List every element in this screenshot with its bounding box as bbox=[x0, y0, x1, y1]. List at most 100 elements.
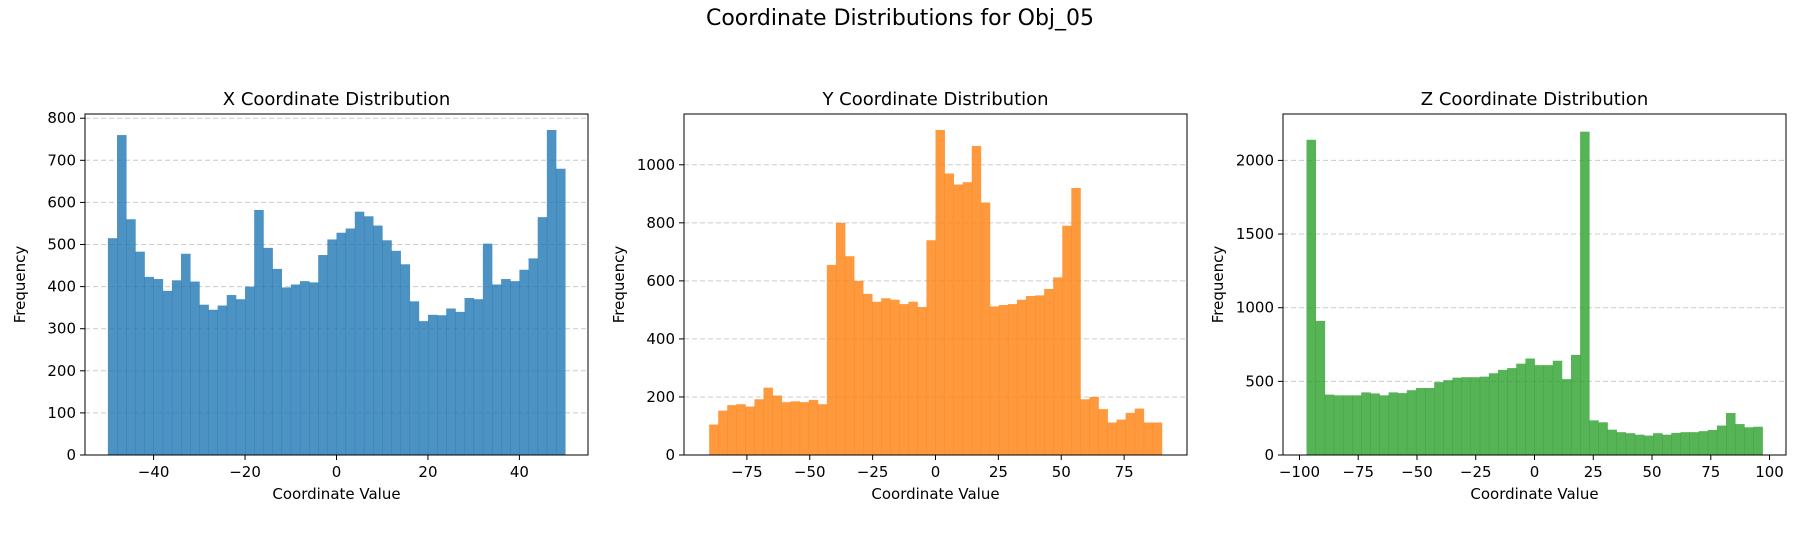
y-histogram-bar bbox=[854, 280, 864, 455]
x-histogram-bar bbox=[427, 314, 438, 455]
z-histogram-bar bbox=[1361, 392, 1371, 455]
y-histogram-bar bbox=[1035, 295, 1045, 455]
y-x-axis-label: Coordinate Value bbox=[871, 485, 999, 503]
x-x-tick-label: 20 bbox=[418, 463, 437, 481]
z-histogram-bar bbox=[1352, 395, 1362, 455]
z-histogram-bar bbox=[1643, 435, 1654, 455]
z-x-axis-label: Coordinate Value bbox=[1470, 485, 1598, 503]
y-histogram-bar bbox=[709, 424, 719, 455]
y-x-tick-label: 0 bbox=[931, 463, 941, 481]
x-y-tick-label: 700 bbox=[47, 151, 76, 169]
z-x-tick-label: −100 bbox=[1279, 463, 1320, 481]
z-histogram-bar bbox=[1689, 432, 1700, 455]
z-histogram-bar bbox=[1425, 387, 1435, 455]
x-x-tick-label: −40 bbox=[138, 463, 170, 481]
x-histogram-bar bbox=[254, 209, 264, 455]
x-y-tick-label: 100 bbox=[47, 404, 76, 422]
x-histogram-bar bbox=[363, 216, 374, 455]
y-histogram-bar bbox=[962, 182, 973, 455]
y-histogram-bar bbox=[872, 301, 882, 455]
y-y-tick-label: 400 bbox=[646, 330, 675, 348]
z-histogram-bar bbox=[1589, 420, 1599, 455]
y-y-tick-label: 0 bbox=[665, 446, 675, 464]
x-subplot-title: X Coordinate Distribution bbox=[223, 89, 450, 110]
z-x-tick-label: −50 bbox=[1401, 463, 1433, 481]
z-histogram-bars bbox=[1306, 131, 1763, 456]
y-y-tick-label: 800 bbox=[646, 214, 675, 232]
x-histogram-bar bbox=[437, 315, 447, 455]
z-histogram-bar bbox=[1552, 360, 1563, 455]
z-histogram-bar bbox=[1306, 139, 1317, 456]
z-histogram-bar bbox=[1662, 434, 1672, 455]
x-histogram-bar bbox=[199, 304, 209, 455]
x-histogram-bar bbox=[555, 168, 566, 455]
z-x-tick-label: 0 bbox=[1530, 463, 1540, 481]
z-histogram-bar bbox=[1415, 387, 1426, 455]
z-histogram-bar bbox=[1570, 354, 1581, 455]
z-histogram-bar bbox=[1324, 394, 1335, 455]
x-histogram-bar bbox=[263, 247, 273, 455]
x-histogram-bar bbox=[336, 232, 347, 455]
x-histogram-bar bbox=[235, 299, 246, 455]
y-histogram-bar bbox=[817, 404, 828, 455]
y-histogram-bar bbox=[944, 173, 955, 455]
x-histogram-bar bbox=[309, 282, 319, 455]
x-histogram-bar bbox=[290, 284, 301, 455]
z-histogram-bar bbox=[1479, 376, 1490, 455]
y-histogram-bar bbox=[953, 184, 964, 455]
x-histogram-bar bbox=[162, 290, 173, 455]
y-coordinate-panel: −75 −50 −25 0 25 50 75 0 200 400 600 800 1000 Y Coo… bbox=[610, 89, 1188, 503]
y-histogram-bar bbox=[790, 401, 801, 455]
z-x-tick-label: 25 bbox=[1584, 463, 1603, 481]
z-histogram-bar bbox=[1388, 392, 1399, 455]
y-histogram-bar bbox=[727, 405, 737, 455]
figure-title: Coordinate Distributions for Obj_05 bbox=[705, 6, 1095, 31]
z-histogram-bar bbox=[1598, 422, 1608, 455]
y-histogram-bar bbox=[1026, 295, 1036, 455]
x-histogram-bar bbox=[208, 309, 219, 455]
z-histogram-bar bbox=[1461, 377, 1472, 455]
x-histogram-bar bbox=[510, 281, 520, 455]
z-grid-lines bbox=[1283, 159, 1786, 382]
z-histogram-bar bbox=[1333, 395, 1344, 455]
y-y-tick-label: 1000 bbox=[637, 156, 675, 174]
x-histogram-bars bbox=[107, 129, 566, 455]
z-x-tick-label: 100 bbox=[1755, 463, 1784, 481]
x-histogram-bar bbox=[171, 280, 182, 455]
y-histogram-bar bbox=[1062, 225, 1072, 455]
x-histogram-bar bbox=[482, 243, 493, 455]
z-histogram-bar bbox=[1370, 393, 1380, 455]
x-histogram-bar bbox=[217, 305, 228, 455]
x-histogram-bar bbox=[501, 279, 511, 455]
x-histogram-bar bbox=[455, 311, 465, 455]
y-histogram-bar bbox=[1125, 412, 1136, 455]
z-histogram-bar bbox=[1607, 429, 1617, 455]
z-histogram-bar bbox=[1561, 379, 1572, 455]
y-histogram-bar bbox=[781, 402, 792, 455]
y-y-axis-ticks: 0 200 400 600 800 1000 bbox=[637, 156, 684, 464]
z-histogram-bar bbox=[1580, 131, 1590, 455]
x-histogram-bar bbox=[181, 253, 191, 455]
x-histogram-bar bbox=[318, 255, 328, 455]
z-histogram-bar bbox=[1534, 365, 1545, 455]
y-histogram-bar bbox=[745, 406, 755, 455]
z-histogram-bar bbox=[1716, 425, 1727, 455]
y-x-tick-label: 25 bbox=[989, 463, 1008, 481]
z-histogram-bar bbox=[1516, 363, 1526, 455]
x-histogram-bar bbox=[190, 281, 200, 455]
x-histogram-bar bbox=[226, 295, 237, 455]
x-histogram-bar bbox=[409, 301, 420, 455]
y-histogram-bar bbox=[1053, 277, 1063, 455]
x-histogram-bar bbox=[528, 258, 539, 455]
y-histogram-bar bbox=[908, 301, 918, 455]
x-y-tick-label: 600 bbox=[47, 193, 76, 211]
y-histogram-bar bbox=[1007, 304, 1018, 455]
y-histogram-bar bbox=[844, 256, 855, 455]
z-x-tick-label: −75 bbox=[1342, 463, 1374, 481]
x-histogram-bar bbox=[126, 219, 136, 455]
x-histogram-bar bbox=[272, 268, 283, 455]
x-y-tick-label: 500 bbox=[47, 236, 76, 254]
z-histogram-bar bbox=[1707, 429, 1718, 455]
y-y-tick-label: 600 bbox=[646, 272, 675, 290]
